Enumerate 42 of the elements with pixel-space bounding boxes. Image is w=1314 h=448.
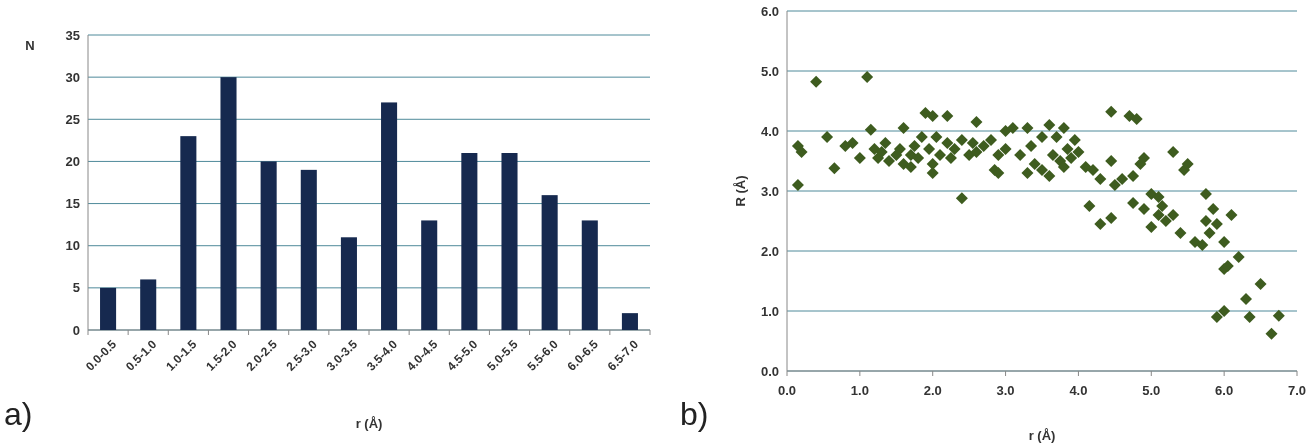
y-tick-label: 20 [65,153,80,169]
y-tick-label: 3.0 [760,183,779,199]
bar [541,195,558,330]
y-tick-label: 30 [65,69,80,85]
bar [140,279,157,330]
bar [621,313,638,330]
y-tick-label: 0 [72,322,80,338]
text: b) [680,396,709,432]
y-axis-title: N [25,38,35,53]
y-tick-label: 5 [72,280,80,296]
bar [421,220,438,330]
x-tick-label: 7.0 [1287,383,1307,398]
y-tick-label: 25 [65,111,80,127]
bar [220,77,237,330]
x-tick-label: 1.0 [850,383,869,398]
y-tick-label: 15 [65,196,80,212]
bar [180,136,197,330]
x-tick-label: 4.0 [1069,383,1088,398]
x-tick-label: 3.0 [996,383,1015,398]
x-axis-title: r (Å) [355,416,383,431]
text: a) [4,396,33,432]
y-tick-label: 2.0 [760,243,779,259]
x-tick-label: 2.0 [923,383,942,398]
bar [501,153,518,330]
y-tick-label: 6.0 [760,3,779,19]
y-axis-title: R (Å) [733,175,748,207]
x-tick-label: 0.0 [777,383,797,398]
y-tick-label: 35 [65,27,80,43]
y-tick-label: 4.0 [760,123,779,139]
bar [260,161,277,330]
bar [300,169,317,330]
bar [581,220,598,330]
x-tick-label: 5.0 [1142,383,1161,398]
bar [340,237,357,330]
y-tick-label: 5.0 [760,63,779,79]
bar [100,287,117,330]
bar [381,102,398,330]
x-axis-title: r (Å) [1028,428,1056,443]
bar [461,153,478,330]
y-tick-label: 10 [65,238,80,254]
x-tick-label: 6.0 [1215,383,1234,398]
y-tick-label: 1.0 [760,303,779,319]
